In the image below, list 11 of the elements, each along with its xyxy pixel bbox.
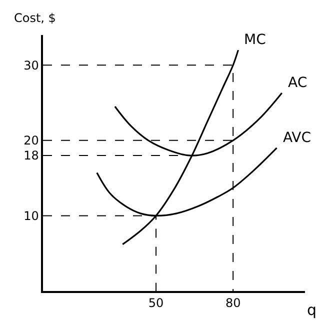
y-axis-title: Cost, $ (14, 11, 56, 25)
x-tick-label: 50 (148, 296, 164, 310)
x-axis-title: q (307, 301, 317, 319)
series-label: MC (244, 32, 266, 48)
y-tick-label: 10 (24, 208, 39, 223)
x-tick-label: 80 (225, 296, 241, 310)
series-label: AC (288, 75, 308, 91)
y-tick-label: 30 (24, 58, 39, 72)
series-label: AVC (283, 130, 312, 146)
y-tick-label: 18 (24, 148, 39, 163)
y-tick-label: 20 (24, 134, 39, 148)
